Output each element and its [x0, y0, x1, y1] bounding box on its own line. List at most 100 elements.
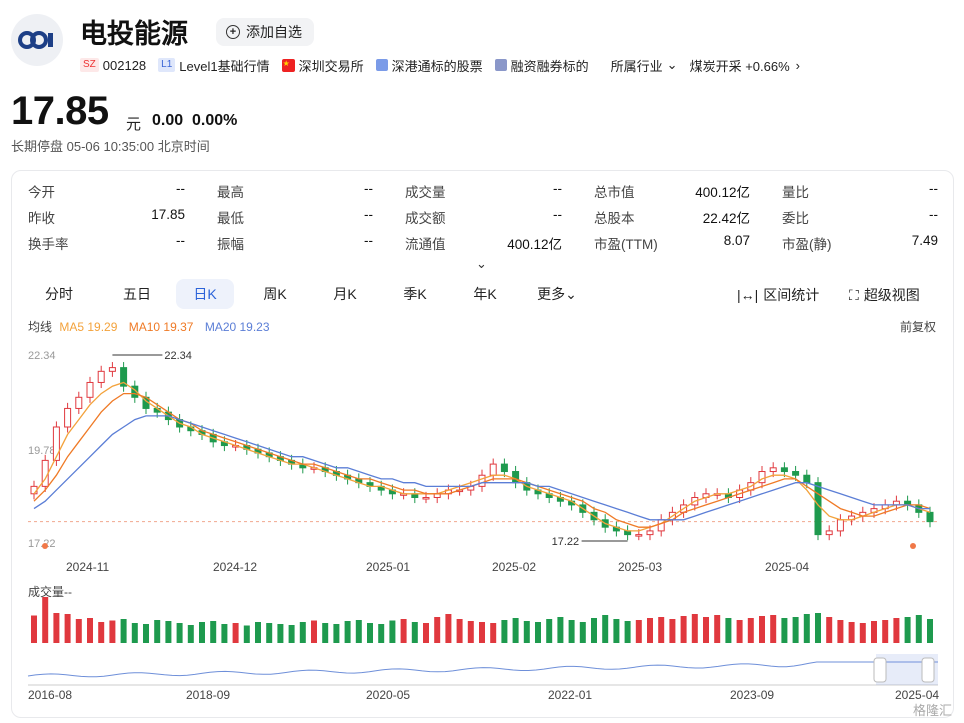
volume-bar	[232, 623, 239, 643]
volume-bar	[535, 622, 541, 643]
margin-icon	[494, 59, 507, 71]
stat-value: --	[176, 181, 185, 196]
expand-chevron-icon[interactable]: ⌄	[476, 256, 487, 271]
volume-bar	[714, 615, 721, 643]
volume-bar	[871, 621, 877, 643]
industry-link[interactable]: 煤炭开采 +0.66% ›	[689, 57, 800, 74]
volume-bar	[389, 620, 396, 643]
candle-body	[108, 367, 116, 372]
tab-2[interactable]: 日K	[176, 279, 234, 309]
price-change: 0.00	[152, 112, 184, 129]
fullscreen-icon: ⛶	[849, 286, 859, 303]
stat-label: 最低	[217, 211, 244, 226]
candle-body	[500, 463, 508, 473]
stat-label: 市盈(静)	[782, 237, 832, 252]
tab-6[interactable]: 年K	[473, 286, 497, 302]
volume-bar	[815, 613, 821, 643]
stat-value: 17.85	[151, 207, 185, 222]
margin-tag[interactable]: 融资融券标的	[494, 56, 589, 75]
adjust-toggle[interactable]: 前复权	[900, 320, 937, 334]
volume-bar	[680, 616, 687, 643]
tab-5[interactable]: 季K	[403, 286, 427, 302]
volume-bar	[42, 597, 49, 643]
chevron-down-icon: ⌄	[666, 57, 678, 72]
event-dot	[42, 543, 48, 549]
exchange-tag: 深圳交易所	[298, 58, 364, 74]
stat-label: 市盈(TTM)	[594, 237, 658, 252]
volume-bar	[490, 623, 497, 643]
volume-bar	[479, 622, 485, 643]
volume-bar	[288, 625, 295, 643]
candle-body	[635, 534, 643, 537]
volume-bar	[736, 620, 743, 643]
add-watchlist-button[interactable]: + 添加自选	[216, 18, 314, 46]
volume-bar	[882, 620, 889, 643]
volume-bar	[221, 624, 228, 643]
volume-label: 成交量--	[28, 585, 72, 599]
overview-line	[27, 661, 938, 678]
candle-body	[120, 367, 128, 387]
x-axis-label: 2025-04	[765, 560, 809, 574]
ma-label: 均线	[28, 320, 53, 334]
volume-bar	[255, 622, 261, 643]
volume-bar	[98, 622, 105, 643]
volume-bar	[770, 615, 777, 643]
volume-bar	[467, 621, 474, 643]
event-dot	[910, 543, 916, 549]
volume-bar	[266, 623, 273, 643]
volume-bar	[64, 614, 71, 643]
tab-3[interactable]: 周K	[263, 286, 287, 302]
tab-4[interactable]: 月K	[333, 286, 357, 302]
price-unit: 元	[126, 116, 142, 133]
stat-value: --	[176, 233, 185, 248]
tab-0[interactable]: 分时	[45, 286, 73, 302]
candle-body	[825, 530, 833, 536]
volume-bar	[75, 619, 82, 643]
volume-bar	[826, 617, 833, 643]
volume-bar	[120, 619, 127, 643]
y-tick-label: 19.78	[28, 445, 56, 457]
volume-bar	[557, 617, 564, 643]
volume-bar	[501, 620, 508, 643]
stat-label: 成交额	[405, 211, 446, 226]
y-tick-label: 17.22	[28, 538, 56, 550]
overview-axis-label: 2020-05	[366, 688, 410, 702]
volume-bar	[423, 623, 429, 643]
super-view-button[interactable]: ⛶ 超级视图	[849, 286, 920, 304]
volume-bar	[893, 618, 900, 643]
tab-7[interactable]: 更多⌄	[537, 286, 577, 302]
volume-bar	[803, 614, 810, 643]
hk-connect-tag[interactable]: 深港通标的股票	[375, 56, 483, 75]
volume-bar	[669, 619, 676, 643]
stat-label: 流通值	[405, 237, 446, 252]
x-axis-label: 2024-12	[213, 560, 257, 574]
range-stats-button[interactable]: |↔| 区间统计	[737, 287, 820, 303]
candle-body	[478, 474, 486, 487]
volume-bar	[725, 618, 732, 643]
stat-label: 量比	[782, 185, 809, 200]
overview-axis-label: 2025-04	[895, 688, 939, 702]
connect-icon	[375, 59, 388, 71]
volume-bar	[411, 622, 418, 643]
volume-bar	[322, 623, 329, 643]
volume-bar	[131, 623, 138, 643]
stat-value: 400.12亿	[695, 185, 750, 200]
volume-bar	[512, 618, 519, 643]
candle-body	[792, 471, 800, 476]
volume-bar	[624, 621, 631, 643]
candle-body	[64, 407, 72, 428]
candle-body	[646, 530, 654, 536]
industry-dropdown[interactable]: 所属行业 ⌄	[610, 57, 678, 74]
volume-bar	[635, 620, 642, 643]
volume-bar	[53, 613, 60, 643]
tab-1[interactable]: 五日	[123, 286, 151, 302]
volume-bar	[378, 624, 385, 643]
volume-bar	[915, 615, 922, 643]
stat-label: 最高	[217, 185, 244, 200]
candle-body	[769, 467, 777, 473]
volume-bar	[523, 621, 530, 643]
volume-bar	[400, 619, 407, 643]
market-badge: SZ	[80, 58, 99, 72]
stat-label: 换手率	[28, 237, 69, 252]
